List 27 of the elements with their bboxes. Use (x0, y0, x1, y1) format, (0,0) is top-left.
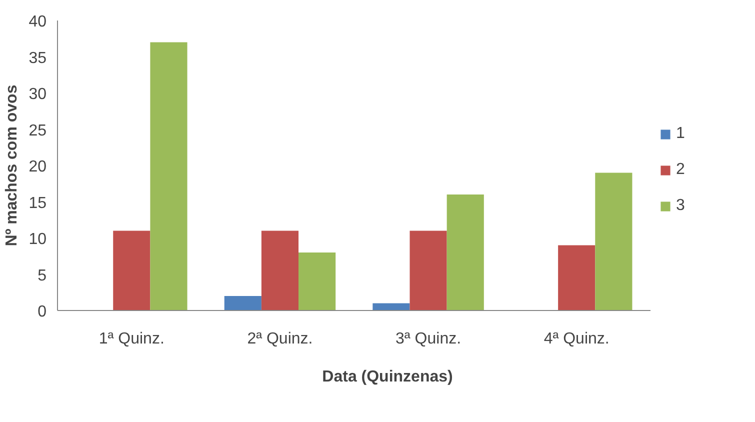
legend-label: 2 (676, 161, 686, 179)
bar (558, 245, 596, 310)
bar (595, 172, 632, 310)
bar (446, 194, 484, 310)
y-tick-label: 35 (28, 50, 47, 67)
y-tick-label: 30 (28, 86, 47, 103)
legend-label: 3 (676, 197, 686, 215)
y-tick-label: 0 (38, 304, 47, 320)
x-tick-label: 2ª Quinz. (247, 330, 313, 348)
bar (261, 230, 299, 310)
x-axis-title: Data (Quinzenas) (322, 368, 453, 386)
x-tick-label: 4ª Quinz. (544, 330, 610, 348)
y-axis-title: Nº machos com ovos (4, 84, 21, 246)
y-tick-label: 5 (38, 267, 47, 284)
y-tick-label: 20 (28, 158, 47, 176)
legend-label: 1 (676, 125, 686, 143)
bar (224, 296, 262, 310)
bar (113, 230, 150, 310)
y-tick-label: 10 (28, 231, 47, 248)
y-tick-label: 25 (28, 122, 47, 140)
x-tick-label: 3ª Quinz. (396, 330, 462, 348)
y-tick-label: 15 (28, 194, 47, 212)
bar (410, 230, 447, 310)
bar (150, 42, 188, 310)
y-tick-label: 40 (28, 14, 47, 30)
bar (298, 252, 336, 310)
x-tick-label: 1ª Quinz. (98, 330, 164, 348)
